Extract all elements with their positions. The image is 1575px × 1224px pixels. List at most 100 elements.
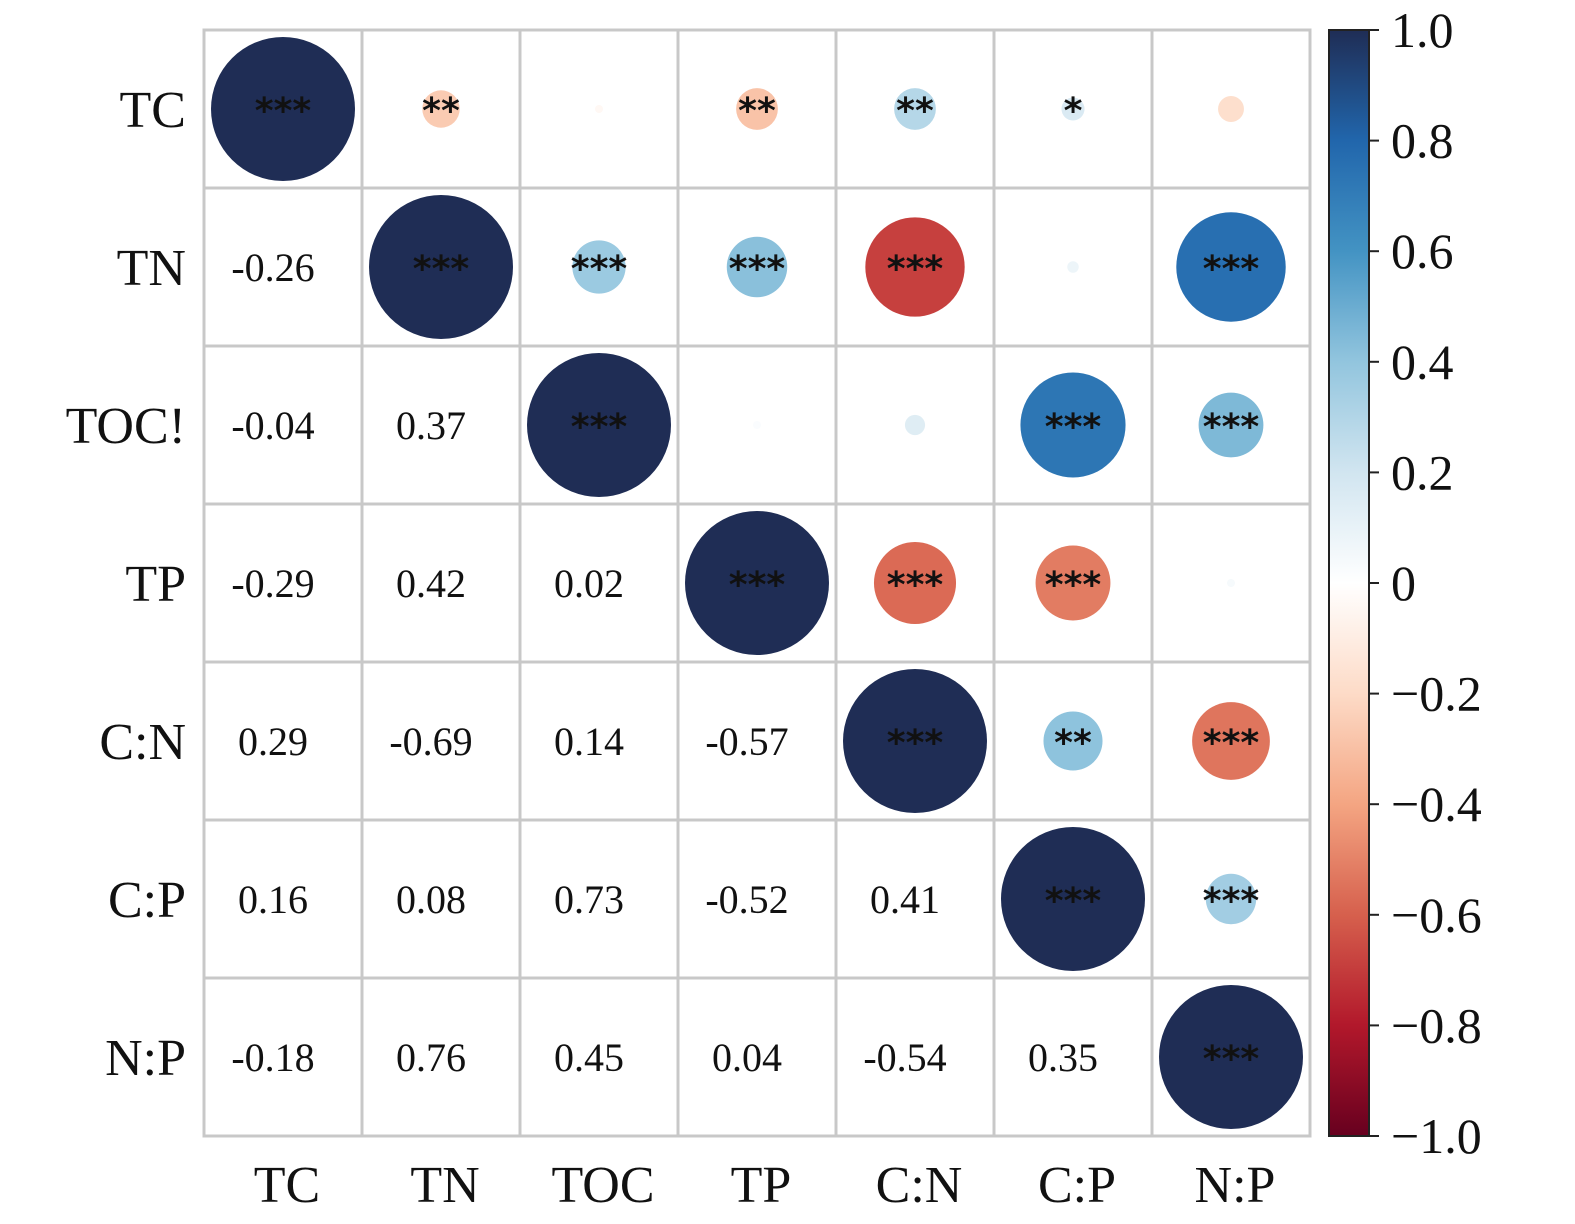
correlation-circle bbox=[865, 217, 965, 317]
column-label: N:P bbox=[1195, 1157, 1276, 1214]
correlation-value: -0.69 bbox=[389, 719, 472, 764]
correlation-value: 0.37 bbox=[396, 403, 466, 448]
grid-cell bbox=[202, 976, 364, 1138]
colorbar-tick-label: −0.8 bbox=[1391, 997, 1482, 1053]
correlation-circle bbox=[1035, 545, 1111, 621]
grid-cell bbox=[360, 502, 522, 664]
correlation-value: 0.16 bbox=[238, 877, 308, 922]
significance-stars: ** bbox=[896, 91, 934, 132]
significance-stars: *** bbox=[1203, 723, 1260, 764]
significance-stars: *** bbox=[729, 249, 786, 290]
correlation-circle bbox=[753, 421, 761, 429]
column-label: TOC bbox=[551, 1157, 654, 1214]
column-label: TP bbox=[731, 1157, 792, 1214]
significance-stars: ** bbox=[1054, 723, 1092, 764]
column-label: TN bbox=[410, 1157, 479, 1214]
row-label: TP bbox=[125, 556, 186, 613]
correlation-value: 0.14 bbox=[554, 719, 624, 764]
grid-cell bbox=[834, 976, 996, 1138]
row-labels: TC TN TOC! TP C:N C:P N:P bbox=[66, 82, 186, 1087]
column-labels: TC TN TOC TP C:N C:P N:P bbox=[254, 1157, 1276, 1214]
correlation-circle bbox=[422, 90, 460, 128]
correlation-value: 0.45 bbox=[554, 1035, 624, 1080]
significance-stars: *** bbox=[1203, 407, 1260, 448]
correlation-value: 0.02 bbox=[554, 561, 624, 606]
correlation-circle bbox=[369, 195, 513, 339]
grid-cell bbox=[676, 818, 838, 980]
colorbar-tick-label: −0.2 bbox=[1391, 666, 1482, 722]
significance-stars: *** bbox=[413, 249, 470, 290]
correlation-circle bbox=[1043, 711, 1103, 771]
significance-stars: *** bbox=[571, 407, 628, 448]
grid-cell bbox=[202, 186, 364, 348]
correlation-value: -0.18 bbox=[231, 1035, 314, 1080]
row-label: N:P bbox=[105, 1030, 186, 1087]
correlation-circle bbox=[1067, 261, 1079, 273]
significance-stars: *** bbox=[1045, 881, 1102, 922]
colorbar-tick-label: 0.6 bbox=[1391, 223, 1454, 279]
correlation-circle bbox=[843, 669, 987, 813]
colorbar-tick-label: 0.4 bbox=[1391, 334, 1454, 390]
correlation-circle bbox=[1176, 212, 1286, 322]
correlation-circle bbox=[211, 37, 355, 181]
row-label: TN bbox=[117, 240, 186, 297]
colorbar-tick-label: 1.0 bbox=[1391, 2, 1454, 58]
correlation-circle bbox=[1001, 827, 1145, 971]
colorbar: 1.0 0.8 0.6 0.4 0.2 0 −0.2 −0.4 −0.6 −0.8 −1.0 bbox=[1328, 2, 1482, 1164]
row-label: C:N bbox=[99, 714, 186, 771]
correlation-circle bbox=[572, 240, 626, 294]
correlation-circle bbox=[736, 88, 778, 130]
correlation-circle bbox=[1192, 702, 1270, 780]
correlation-circle bbox=[1061, 97, 1085, 121]
correlation-circle bbox=[1218, 96, 1244, 122]
significance-stars: *** bbox=[887, 565, 944, 606]
significance-stars: *** bbox=[887, 723, 944, 764]
significance-stars: *** bbox=[1203, 249, 1260, 290]
significance-stars: *** bbox=[887, 249, 944, 290]
correlation-value: -0.26 bbox=[231, 245, 314, 290]
significance-stars: *** bbox=[1203, 1039, 1260, 1080]
significance-stars: ** bbox=[422, 91, 460, 132]
significance-stars: *** bbox=[1203, 881, 1260, 922]
grid-cell bbox=[202, 818, 364, 980]
grid-cell bbox=[360, 344, 522, 506]
colorbar-bar bbox=[1328, 29, 1370, 1137]
correlation-circle bbox=[873, 541, 957, 625]
correlation-value: 0.76 bbox=[396, 1035, 466, 1080]
colorbar-tick-label: 0 bbox=[1391, 555, 1416, 611]
correlation-circle bbox=[894, 88, 936, 130]
correlation-value: 0.04 bbox=[712, 1035, 782, 1080]
significance-stars: *** bbox=[1045, 407, 1102, 448]
row-label: TC bbox=[120, 82, 186, 139]
colorbar-tick-label: −0.6 bbox=[1391, 887, 1482, 943]
correlation-circle bbox=[685, 511, 829, 655]
correlation-value: -0.54 bbox=[863, 1035, 946, 1080]
grid-cell bbox=[834, 818, 996, 980]
correlation-value: -0.52 bbox=[705, 877, 788, 922]
correlation-circle bbox=[595, 105, 603, 113]
row-label: C:P bbox=[108, 872, 186, 929]
significance-stars: *** bbox=[255, 91, 312, 132]
grid-cell bbox=[202, 502, 364, 664]
grid-cell bbox=[202, 660, 364, 822]
column-label: C:N bbox=[876, 1157, 963, 1214]
grid-cell bbox=[360, 818, 522, 980]
correlation-value: 0.29 bbox=[238, 719, 308, 764]
correlation-value: -0.04 bbox=[231, 403, 314, 448]
row-label: TOC! bbox=[66, 398, 186, 455]
correlation-circle bbox=[1205, 873, 1257, 925]
significance-stars: *** bbox=[729, 565, 786, 606]
correlation-circle bbox=[527, 353, 671, 497]
colorbar-tick-label: 0.2 bbox=[1391, 444, 1454, 500]
significance-stars: *** bbox=[571, 249, 628, 290]
colorbar-tick-label: 0.8 bbox=[1391, 113, 1454, 169]
correlation-value: -0.57 bbox=[705, 719, 788, 764]
correlation-value: 0.73 bbox=[554, 877, 624, 922]
grid-cell bbox=[676, 976, 838, 1138]
significance-stars: *** bbox=[1045, 565, 1102, 606]
correlation-circle bbox=[726, 236, 788, 298]
significance-stars: ** bbox=[738, 91, 776, 132]
grid-cell bbox=[518, 660, 680, 822]
colorbar-tick-label: −1.0 bbox=[1391, 1108, 1482, 1164]
correlation-circle bbox=[1159, 985, 1303, 1129]
